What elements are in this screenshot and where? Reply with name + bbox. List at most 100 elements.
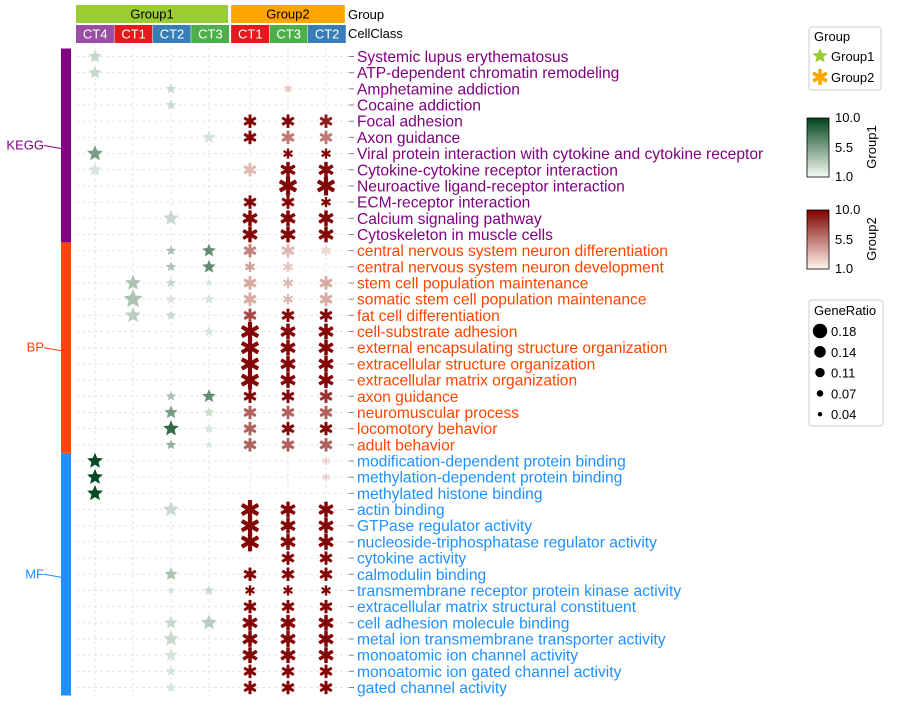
group2-asterisk-mark <box>318 161 334 178</box>
group2-asterisk-mark <box>281 567 295 582</box>
group2-asterisk-mark <box>281 243 295 258</box>
group1-star-mark <box>165 665 177 676</box>
generatio-legend-label: 0.18 <box>831 324 856 339</box>
group2-asterisk-mark <box>319 308 333 323</box>
group2-asterisk-mark <box>319 551 333 565</box>
group2-asterisk-mark <box>319 130 333 145</box>
group2-asterisk-mark <box>243 195 257 209</box>
group2-asterisk-mark <box>321 245 331 256</box>
term-label: external encapsulating structure organiz… <box>357 340 667 357</box>
term-label: Neuroactive ligand-receptor interaction <box>357 178 625 195</box>
group2-asterisk-mark <box>283 148 293 159</box>
term-label: central nervous system neuron developmen… <box>357 259 665 276</box>
group2-tick-max: 10.0 <box>835 202 860 217</box>
group1-colorbar-title: Group1 <box>864 125 879 168</box>
group2-asterisk-mark <box>280 517 296 534</box>
group2-asterisk-mark <box>321 196 331 208</box>
group1-colorbar <box>806 117 830 178</box>
generatio-legend-label: 0.04 <box>831 407 856 422</box>
term-label: somatic stem cell population maintenance <box>357 292 647 309</box>
group2-asterisk-mark <box>321 148 331 159</box>
term-label: extracellular structure organization <box>357 356 595 373</box>
term-label: axon guidance <box>357 389 458 406</box>
term-label: stem cell population maintenance <box>357 276 588 293</box>
group2-asterisk-mark <box>279 176 297 196</box>
generatio-size-dot <box>816 390 824 397</box>
group1-star-mark <box>123 289 143 308</box>
group1-star-mark <box>165 439 177 450</box>
group1-star-mark <box>165 277 177 288</box>
generatio-legend-title: GeneRatio <box>814 303 876 318</box>
term-label: calmodulin binding <box>357 567 486 584</box>
group2-asterisk-mark <box>281 130 295 145</box>
cellclass-band-label: CT1 <box>238 27 263 42</box>
group2-asterisk-mark <box>243 163 257 177</box>
group1-tick-mid: 5.5 <box>835 140 853 155</box>
term-label: metal ion transmembrane transporter acti… <box>357 631 666 648</box>
group2-asterisk-mark <box>281 438 295 452</box>
group2-asterisk-mark <box>321 585 331 596</box>
group2-asterisk-mark <box>318 501 334 518</box>
group2-asterisk-mark <box>319 421 333 436</box>
group2-asterisk-mark <box>318 517 334 534</box>
legend-panel: Group Group1 Group2 10.0 5.5 1.0 Group1 <box>806 26 884 427</box>
group2-asterisk-mark <box>281 405 295 420</box>
term-label: ATP-dependent chromatin remodeling <box>357 65 619 82</box>
group2-asterisk-mark <box>243 243 257 258</box>
group2-asterisk-mark <box>243 421 257 436</box>
category-pointer <box>43 573 62 578</box>
term-label: ECM-receptor interaction <box>357 195 530 212</box>
generatio-legend-label: 0.07 <box>831 386 856 401</box>
term-label: Systemic lupus erythematosus <box>357 49 569 66</box>
cellclass-band-ct1 <box>231 25 269 43</box>
group-band-group1 <box>76 5 229 23</box>
group1-star-mark <box>164 648 178 661</box>
group2-asterisk-mark <box>242 631 258 647</box>
term-label: Axon guidance <box>357 130 460 147</box>
group2-asterisk-mark <box>242 210 258 227</box>
group-band-label: Group1 <box>130 7 173 22</box>
category-bar-kegg <box>61 48 71 243</box>
group1-star-mark <box>88 65 102 79</box>
star-icon <box>812 48 828 63</box>
term-label: methylated histone binding <box>357 486 543 503</box>
cellclass-band-ct2 <box>152 25 191 43</box>
group2-asterisk-mark <box>283 277 293 289</box>
group1-star-mark <box>87 485 103 501</box>
group2-asterisk-mark <box>280 631 296 647</box>
generatio-legend-label: 0.11 <box>831 366 855 381</box>
group1-star-mark <box>165 390 177 401</box>
cellclass-band-ct1 <box>114 25 153 43</box>
cellclass-header-label: CellClass <box>348 26 403 41</box>
group1-star-mark <box>205 440 213 449</box>
group1-tick-max: 10.0 <box>835 110 860 125</box>
group1-star-mark <box>163 630 179 646</box>
term-label: extracellular matrix structural constitu… <box>357 599 637 616</box>
term-label: cell-substrate adhesion <box>357 324 517 341</box>
group2-asterisk-mark <box>281 680 295 695</box>
group1-star-mark <box>203 293 215 304</box>
term-label: extracellular matrix organization <box>357 373 577 390</box>
group2-asterisk-mark <box>318 355 334 372</box>
group1-star-mark <box>167 586 175 594</box>
group2-asterisk-mark <box>317 176 335 196</box>
group2-asterisk-mark <box>280 323 296 340</box>
generatio-size-dot <box>815 367 825 378</box>
group-band-group2 <box>231 5 345 23</box>
term-labels: Systemic lupus erythematosusATP-dependen… <box>349 49 763 697</box>
group-legend-item-label: Group1 <box>831 49 874 64</box>
generatio-size-dot <box>812 323 828 339</box>
group1-star-mark <box>203 326 215 336</box>
group1-star-mark <box>202 130 216 144</box>
cellclass-band-ct3 <box>191 25 230 43</box>
group1-star-mark <box>88 162 102 176</box>
category-label-kegg: KEGG <box>6 137 44 152</box>
group2-asterisk-mark <box>241 338 259 358</box>
group2-asterisk-mark <box>319 438 333 452</box>
group1-star-mark <box>163 209 179 226</box>
group2-asterisk-mark <box>242 647 258 664</box>
group2-asterisk-mark <box>318 210 334 227</box>
group2-asterisk-mark <box>243 438 257 452</box>
group-band-label: Group2 <box>266 7 309 22</box>
